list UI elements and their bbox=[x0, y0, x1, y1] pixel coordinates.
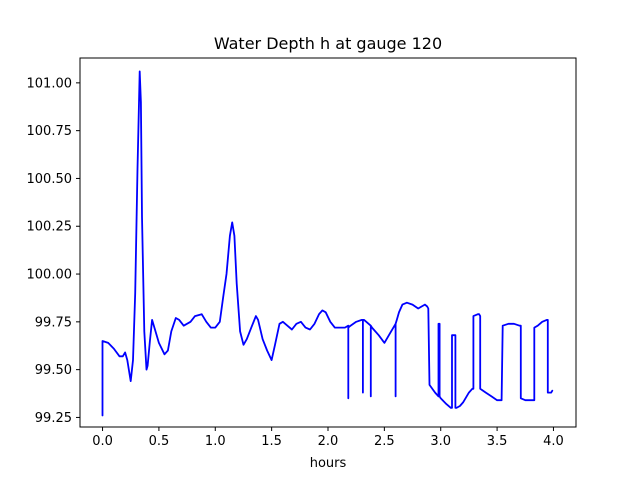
y-tick-label: 100.50 bbox=[27, 172, 73, 187]
x-tick-label: 2.0 bbox=[318, 434, 339, 449]
y-axis: 99.25 99.50 99.75 100.00 100.25 100.50 100.75 1… bbox=[27, 76, 80, 426]
x-axis-label: hours bbox=[310, 456, 347, 471]
y-tick-label: 100.25 bbox=[27, 220, 73, 235]
y-tick-label: 99.50 bbox=[35, 363, 72, 378]
x-axis: 0.0 0.5 1.0 1.5 2.0 2.5 3.0 3.5 4.0 bbox=[92, 427, 564, 449]
x-tick-label: 3.0 bbox=[430, 434, 451, 449]
x-tick-label: 0.5 bbox=[149, 434, 170, 449]
x-tick-label: 2.5 bbox=[374, 434, 395, 449]
series-line bbox=[101, 70, 554, 417]
x-tick-label: 3.5 bbox=[487, 434, 508, 449]
x-tick-label: 1.5 bbox=[261, 434, 282, 449]
x-tick-label: 0.0 bbox=[92, 434, 113, 449]
y-tick-label: 101.00 bbox=[27, 76, 73, 91]
x-tick-label: 4.0 bbox=[543, 434, 564, 449]
axes-frame bbox=[79, 57, 577, 428]
y-tick-label: 99.75 bbox=[35, 315, 72, 330]
plot-area bbox=[101, 70, 554, 417]
y-tick-label: 100.75 bbox=[27, 124, 73, 139]
x-tick-label: 1.0 bbox=[205, 434, 226, 449]
chart-title: Water Depth h at gauge 120 bbox=[214, 34, 442, 53]
y-tick-label: 99.25 bbox=[35, 411, 72, 426]
y-tick-label: 100.00 bbox=[27, 268, 73, 283]
